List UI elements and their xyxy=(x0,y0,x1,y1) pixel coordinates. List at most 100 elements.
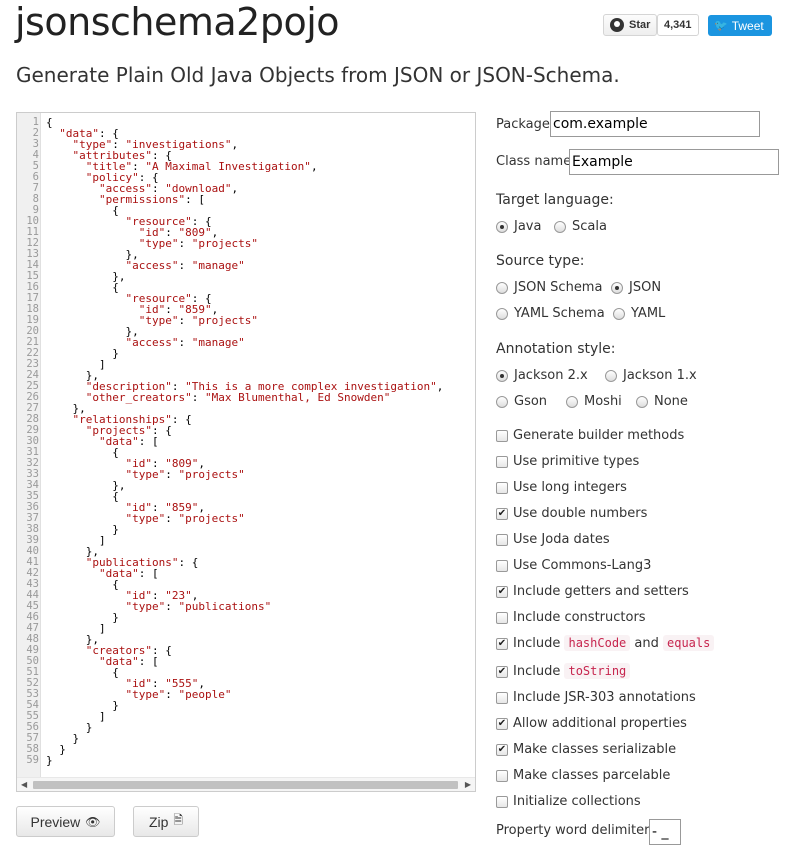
code-line[interactable]: { xyxy=(46,490,119,503)
code-line[interactable]: { xyxy=(46,204,119,217)
code-line[interactable]: "type": "projects" xyxy=(138,237,258,250)
scrollbar-thumb[interactable] xyxy=(33,781,458,789)
code-line[interactable]: }, xyxy=(46,545,99,558)
code-line[interactable]: "resource": { xyxy=(125,215,212,228)
checkbox-6[interactable] xyxy=(496,560,508,572)
code-line[interactable]: "id": "859", xyxy=(125,501,205,514)
code-line[interactable]: "data": [ xyxy=(98,655,159,668)
checkbox-13[interactable]: ✔ xyxy=(496,744,508,756)
code-line[interactable]: "relationships": { xyxy=(72,413,192,426)
code-line[interactable]: "access": "manage" xyxy=(125,336,245,349)
code-line[interactable]: } xyxy=(46,732,80,745)
radio-source-json[interactable] xyxy=(611,282,623,294)
code-line[interactable]: "attributes": { xyxy=(72,149,172,162)
code-line[interactable]: "type": "projects" xyxy=(125,468,245,481)
radio-annotation-gson[interactable] xyxy=(496,396,508,408)
checkbox-11[interactable] xyxy=(496,692,508,704)
checkbox-8[interactable] xyxy=(496,612,508,624)
radio-annotation-moshi[interactable] xyxy=(566,396,578,408)
code-line[interactable]: } xyxy=(46,754,53,767)
code-line[interactable]: "id": "23", xyxy=(125,589,199,602)
checkbox-9[interactable]: ✔ xyxy=(496,638,508,650)
code-line[interactable]: ] xyxy=(46,358,106,371)
radio-source-yaml-schema[interactable] xyxy=(496,308,508,320)
code-line[interactable]: { xyxy=(46,578,119,591)
horizontal-scrollbar[interactable]: ◀ ▶ xyxy=(17,777,475,791)
code-line[interactable]: ] xyxy=(46,622,106,635)
checkbox-15[interactable] xyxy=(496,796,508,808)
checkbox-1[interactable] xyxy=(496,430,508,442)
code-line[interactable]: "type": "investigations", xyxy=(72,138,239,151)
checkbox-4[interactable]: ✔ xyxy=(496,508,508,520)
code-line[interactable]: "permissions": [ xyxy=(98,193,205,206)
code-line[interactable]: }, xyxy=(46,270,126,283)
radio-target-java[interactable] xyxy=(496,221,508,233)
code-line[interactable]: "id": "555", xyxy=(125,677,205,690)
code-line[interactable]: } xyxy=(46,347,119,360)
code-line[interactable]: "access": "download", xyxy=(98,182,239,195)
code-line[interactable]: "creators": { xyxy=(85,644,172,657)
code-line[interactable]: }, xyxy=(46,479,126,492)
github-star-button[interactable]: Star xyxy=(603,14,658,36)
checkbox-14[interactable] xyxy=(496,770,508,782)
code-line[interactable]: "type": "publications" xyxy=(125,600,272,613)
code-line[interactable]: "type": "projects" xyxy=(138,314,258,327)
radio-annotation-none[interactable] xyxy=(636,396,648,408)
code-line[interactable]: } xyxy=(46,743,66,756)
code-line[interactable]: "resource": { xyxy=(125,292,212,305)
code-line[interactable]: { xyxy=(46,116,53,129)
code-line[interactable]: "data": { xyxy=(59,127,119,140)
line-number: 51 xyxy=(26,666,39,678)
radio-source-yaml[interactable] xyxy=(613,308,625,320)
code-line[interactable]: }, xyxy=(46,325,139,338)
code-line[interactable]: "access": "manage" xyxy=(125,259,245,272)
checkbox-7[interactable]: ✔ xyxy=(496,586,508,598)
preview-button[interactable]: Preview 👁 xyxy=(16,806,115,837)
code-line[interactable]: "type": "people" xyxy=(125,688,232,701)
code-line[interactable]: ] xyxy=(46,534,106,547)
code-line[interactable]: "other_creators": "Max Blumenthal, Ed Sn… xyxy=(85,391,391,404)
radio-annotation-jackson1[interactable] xyxy=(605,370,617,382)
code-line[interactable]: { xyxy=(46,446,119,459)
radio-source-json-schema[interactable] xyxy=(496,282,508,294)
checkbox-2[interactable] xyxy=(496,456,508,468)
code-line[interactable]: }, xyxy=(46,369,99,382)
package-input[interactable] xyxy=(550,111,760,137)
code-line[interactable]: ] xyxy=(46,710,106,723)
tweet-button[interactable]: 🐦 Tweet xyxy=(708,15,772,36)
code-line[interactable]: "description": "This is a more complex i… xyxy=(85,380,444,393)
line-number: 40 xyxy=(26,545,39,557)
scroll-left-arrow-icon[interactable]: ◀ xyxy=(21,780,28,789)
json-editor[interactable]: 1 {2 "data": {3 "type": "investigations",… xyxy=(16,112,476,792)
checkbox-5[interactable] xyxy=(496,534,508,546)
code-line[interactable]: "policy": { xyxy=(85,171,159,184)
code-line[interactable]: "id": "809", xyxy=(138,226,219,239)
code-line[interactable]: }, xyxy=(46,248,139,261)
code-line[interactable]: } xyxy=(46,523,119,536)
code-line[interactable]: "type": "projects" xyxy=(125,512,245,525)
radio-annotation-jackson2[interactable] xyxy=(496,370,508,382)
code-line[interactable]: } xyxy=(46,721,93,734)
scroll-right-arrow-icon[interactable]: ▶ xyxy=(464,780,471,789)
checkbox-3[interactable] xyxy=(496,482,508,494)
github-star-count[interactable]: 4,341 xyxy=(657,14,699,36)
code-line[interactable]: { xyxy=(46,666,119,679)
code-line[interactable]: "id": "809", xyxy=(125,457,205,470)
checkbox-10[interactable]: ✔ xyxy=(496,666,508,678)
code-line[interactable]: "data": [ xyxy=(98,567,159,580)
code-line[interactable]: { xyxy=(46,281,119,294)
code-line[interactable]: "projects": { xyxy=(85,424,172,437)
code-line[interactable]: "data": [ xyxy=(98,435,159,448)
code-line[interactable]: } xyxy=(46,699,119,712)
zip-button[interactable]: Zip 🗎 xyxy=(133,806,199,837)
code-line[interactable]: }, xyxy=(46,633,99,646)
checkbox-12[interactable]: ✔ xyxy=(496,718,508,730)
code-line[interactable]: "title": "A Maximal Investigation", xyxy=(85,160,318,173)
code-line[interactable]: } xyxy=(46,611,119,624)
code-line[interactable]: "id": "859", xyxy=(138,303,219,316)
classname-input[interactable] xyxy=(569,149,779,175)
code-line[interactable]: }, xyxy=(46,402,86,415)
code-line[interactable]: "publications": { xyxy=(85,556,199,569)
radio-target-scala[interactable] xyxy=(554,221,566,233)
word-delimiters-input[interactable] xyxy=(649,819,681,845)
